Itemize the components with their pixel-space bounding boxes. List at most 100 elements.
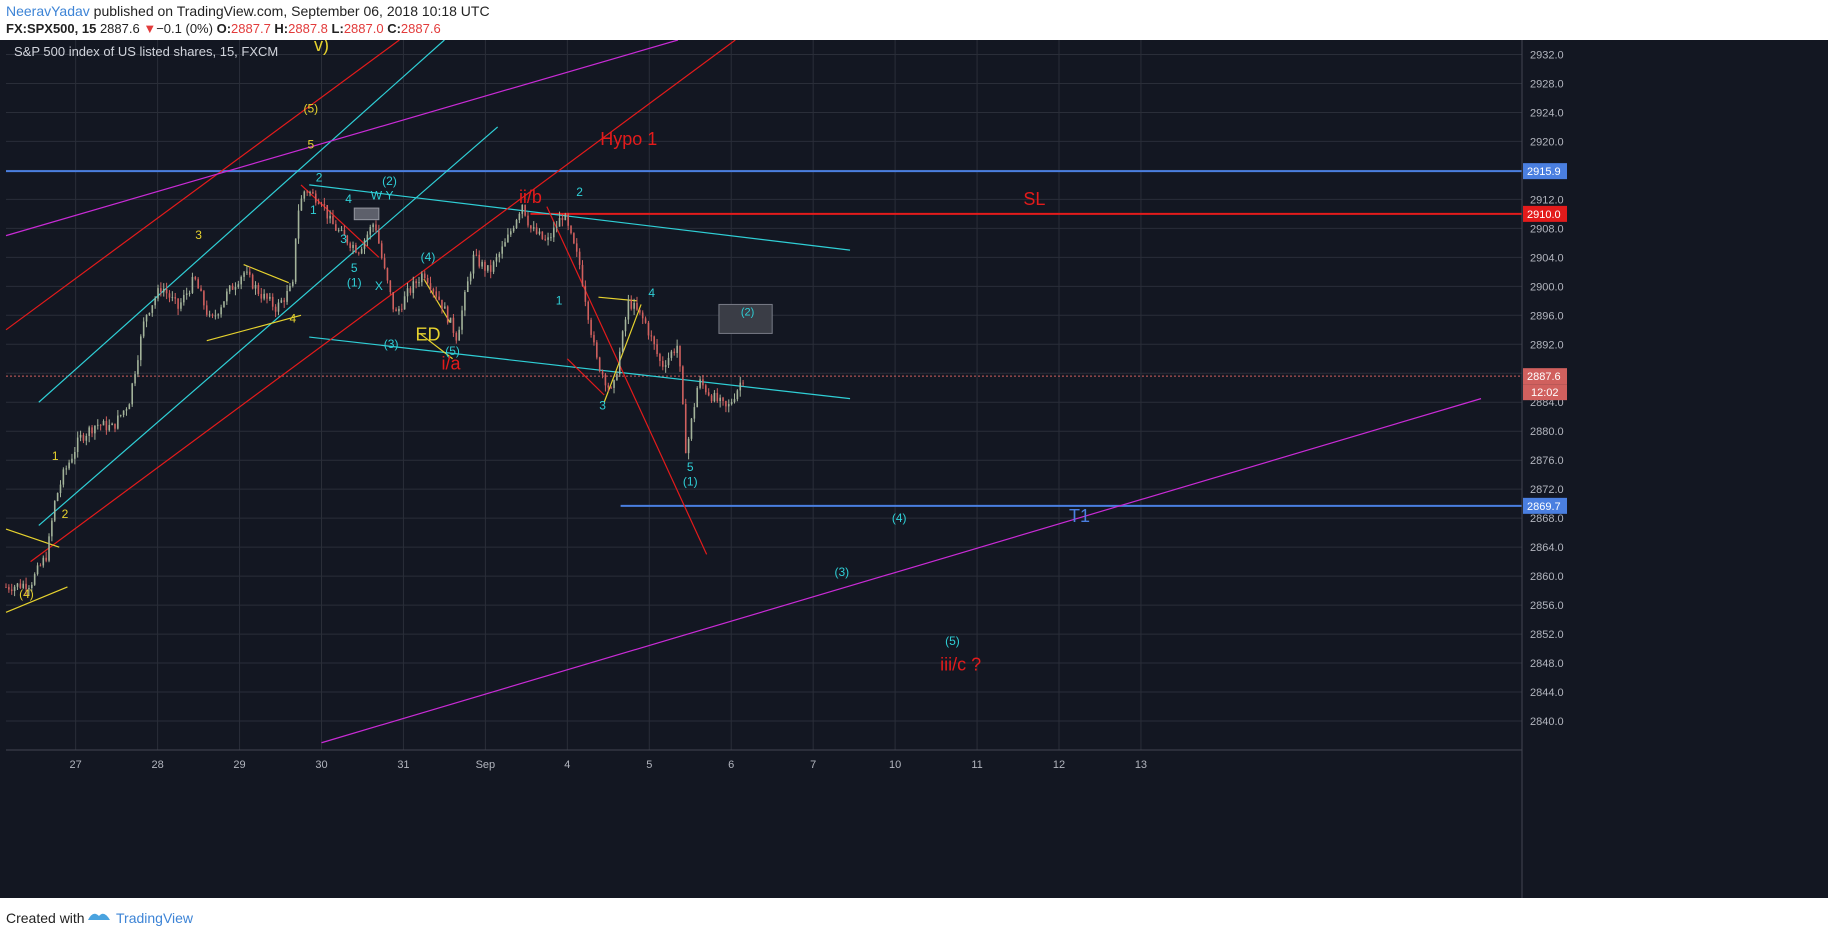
price-bar-body xyxy=(492,261,495,272)
price-bar-body xyxy=(489,265,492,272)
price-bar-body xyxy=(684,403,687,454)
price-bar-body xyxy=(641,312,644,319)
red-trendline-down xyxy=(546,206,708,555)
price-bar-body xyxy=(386,268,389,281)
price-bar-body xyxy=(191,277,194,293)
wave-label: 1 xyxy=(52,449,59,463)
price-bar-body xyxy=(455,332,458,341)
price-bar-body xyxy=(421,273,423,283)
price-bar-body xyxy=(22,583,25,588)
price-bar-body xyxy=(584,285,587,302)
price-bar-body xyxy=(719,397,721,402)
wave-label: 1 xyxy=(556,293,563,307)
price-bar-body xyxy=(111,423,113,426)
price-bar-body xyxy=(696,387,699,408)
price-bar-body xyxy=(736,390,739,400)
price-bar-body xyxy=(248,271,251,275)
cyan-trendline-upper xyxy=(309,184,851,251)
publish-info: published on TradingView.com, September … xyxy=(89,3,490,19)
price-change: −0.1 (0%) xyxy=(156,21,213,36)
price-bar-body xyxy=(65,468,68,470)
author-link[interactable]: NeeravYadav xyxy=(6,3,90,19)
small-zone-box xyxy=(353,207,380,221)
price-bar-body xyxy=(217,314,220,316)
wave-label: Y xyxy=(385,188,393,202)
price-bar-body xyxy=(518,213,521,220)
price-bar-body xyxy=(418,282,420,284)
x-tick-label: 6 xyxy=(728,759,734,771)
red-trendline-small xyxy=(300,184,380,258)
x-tick-label: 28 xyxy=(151,759,163,771)
red-channel-upper xyxy=(5,40,400,331)
price-bar-body xyxy=(670,351,673,358)
price-bar-body xyxy=(82,434,85,441)
cyan-channel-upper xyxy=(38,40,445,403)
price-bar-body xyxy=(722,397,724,402)
publish-line: NeeravYadav published on TradingView.com… xyxy=(6,3,490,19)
price-bar-body xyxy=(687,438,690,454)
price-bar-body xyxy=(512,228,515,232)
price-bar-body xyxy=(16,583,19,587)
last-price-tag-text: 2887.6 xyxy=(1527,371,1561,383)
price-bar-body xyxy=(690,418,693,439)
price-bar-body xyxy=(277,302,280,312)
price-bar-body xyxy=(495,257,498,262)
open-value: 2887.7 xyxy=(231,21,271,36)
price-bar-body xyxy=(575,243,578,252)
price-bar-body xyxy=(211,314,214,316)
price-bar-body xyxy=(357,252,360,254)
wave-label: Hypo 1 xyxy=(600,129,657,149)
price-bar-body xyxy=(432,289,435,292)
price-bar-body xyxy=(85,435,88,441)
wave-label: 1 xyxy=(310,203,317,217)
price-bar-body xyxy=(380,243,383,259)
price-bar-body xyxy=(263,293,265,299)
price-bar-body xyxy=(581,264,584,286)
price-bar-body xyxy=(633,302,635,309)
price-bar-body xyxy=(458,329,460,341)
price-bar-body xyxy=(200,288,202,292)
last-price: 2887.6 xyxy=(99,21,140,36)
wave-label: (2) xyxy=(382,174,397,188)
price-bar-body xyxy=(254,284,257,289)
drawings-layer[interactable]: (2) xyxy=(5,40,1522,744)
price-bar-body xyxy=(676,345,678,353)
wave-label: SL xyxy=(1023,189,1045,209)
wave-label: 4 xyxy=(345,192,352,206)
price-bar-body xyxy=(42,557,45,566)
price-bar-body xyxy=(79,434,82,438)
price-bar-body xyxy=(679,345,681,367)
price-bar-body xyxy=(39,565,42,567)
price-bar-body xyxy=(332,215,334,225)
price-bar-body xyxy=(203,291,205,306)
stop-loss-price-tag xyxy=(1523,205,1567,222)
low-value: 2887.0 xyxy=(343,21,384,36)
y-tick-label: 2860.0 xyxy=(1530,571,1564,583)
price-bar-body xyxy=(134,374,136,384)
wave-label: (5) xyxy=(304,101,319,115)
tradingview-link[interactable]: TradingView xyxy=(116,910,194,926)
last-price-tag xyxy=(1523,368,1567,385)
price-bar-body xyxy=(294,238,297,282)
price-bar-body xyxy=(409,288,412,293)
countdown-tag-text: 12:02 xyxy=(1531,387,1559,399)
price-bar-body xyxy=(19,583,22,588)
y-tick-label: 2844.0 xyxy=(1530,687,1564,699)
price-bar-body xyxy=(105,421,108,431)
wave-label: 3 xyxy=(340,232,347,246)
x-tick-label: 13 xyxy=(1135,759,1147,771)
price-bar-body xyxy=(157,288,159,299)
y-tick-label: 2924.0 xyxy=(1530,107,1564,119)
symbol-label: FX:SPX500, 15 xyxy=(6,21,97,36)
price-bar-body xyxy=(527,215,529,226)
x-tick-label: 5 xyxy=(646,759,652,771)
price-bar-body xyxy=(607,385,610,388)
price-bar-body xyxy=(185,293,188,296)
y-tick-label: 2876.0 xyxy=(1530,455,1564,467)
price-bar-body xyxy=(337,230,340,232)
price-bar-body xyxy=(346,235,349,244)
price-bar-body xyxy=(429,283,432,290)
target-zone-box xyxy=(718,303,773,334)
